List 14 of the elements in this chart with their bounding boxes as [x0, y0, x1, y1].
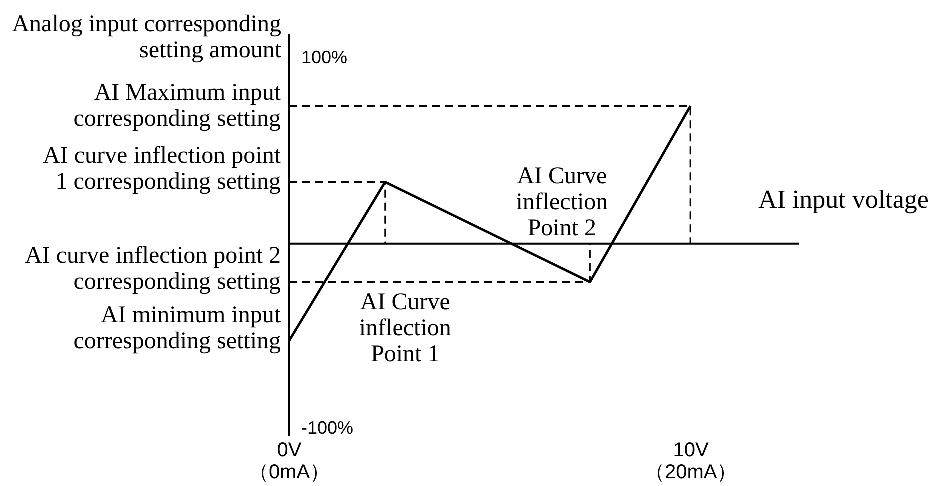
y-tick-label: -100% — [302, 418, 354, 438]
annotation: AI Curve inflection Point 2 — [516, 163, 608, 242]
annotation: AI Maximum input corresponding setting — [74, 80, 282, 132]
x-axis-title: AI input voltage — [758, 184, 929, 214]
x2-tick-label: （0mA） — [248, 462, 330, 484]
annotation: AI curve inflection point 1 corresponding setting — [43, 143, 282, 196]
annotation: AI Curve inflection Point 1 — [359, 289, 452, 368]
x-tick-label: 0V — [277, 440, 302, 462]
x-tick-label: 10V — [673, 440, 710, 462]
y-tick-label: 100% — [302, 48, 348, 68]
annotation: AI curve inflection point 2 corresponding setting — [25, 243, 281, 296]
x2-tick-label: （20mA） — [644, 462, 738, 484]
y-axis-title: Analog input corresponding setting amount — [12, 12, 282, 64]
annotation: AI minimum input corresponding setting — [74, 302, 282, 355]
